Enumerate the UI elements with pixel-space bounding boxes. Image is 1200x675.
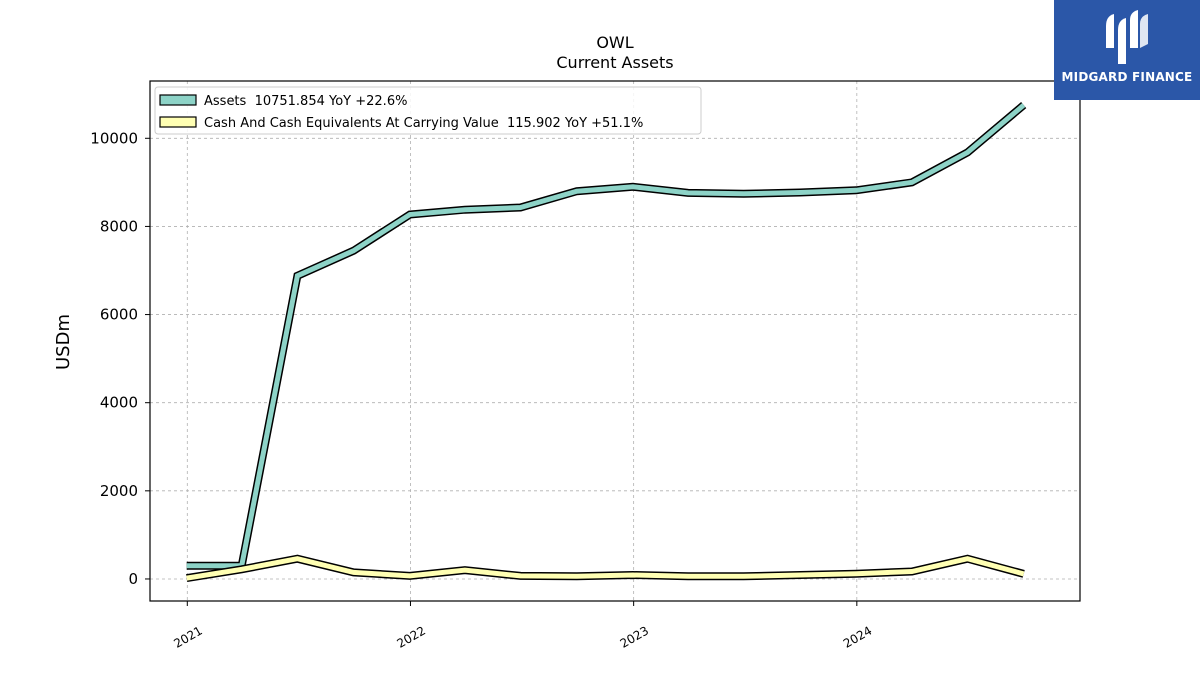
y-tick-label: 0	[128, 570, 138, 588]
brand-name: MIDGARD FINANCE	[1061, 70, 1193, 84]
y-tick-label: 2000	[100, 482, 138, 500]
legend-label-cash: Cash And Cash Equivalents At Carrying Va…	[204, 116, 643, 131]
x-tick-label: 2022	[395, 623, 428, 650]
y-tick-label: 6000	[100, 306, 138, 324]
x-tick-label: 2024	[841, 623, 874, 650]
legend-swatch-assets	[159, 94, 197, 106]
grid	[150, 81, 1080, 601]
logo-mark-icon	[1106, 10, 1148, 64]
brand-logo: MIDGARD FINANCE	[1054, 0, 1200, 100]
legend-swatch-cash	[159, 116, 197, 128]
series-1-line	[186, 556, 1025, 581]
y-axis-label: USDm	[53, 314, 74, 370]
series-0-outline	[186, 102, 1027, 570]
legend-box	[154, 86, 702, 135]
legend-label-assets: Assets 10751.854 YoY +22.6%	[204, 94, 407, 109]
y-tick-label: 4000	[100, 394, 138, 412]
legend: Assets 10751.854 YoY +22.6% Cash And Cas…	[154, 86, 702, 135]
y-tick-label: 10000	[90, 129, 138, 147]
y-tick-label: 8000	[100, 217, 138, 235]
x-tick-label: 2021	[171, 623, 204, 650]
series-layer	[186, 102, 1027, 583]
chart-title: OWL	[596, 33, 633, 52]
chart-subtitle: Current Assets	[556, 53, 673, 72]
series-0-line	[186, 103, 1026, 569]
x-tick-label: 2023	[618, 623, 651, 650]
plot-frame	[149, 80, 1081, 602]
